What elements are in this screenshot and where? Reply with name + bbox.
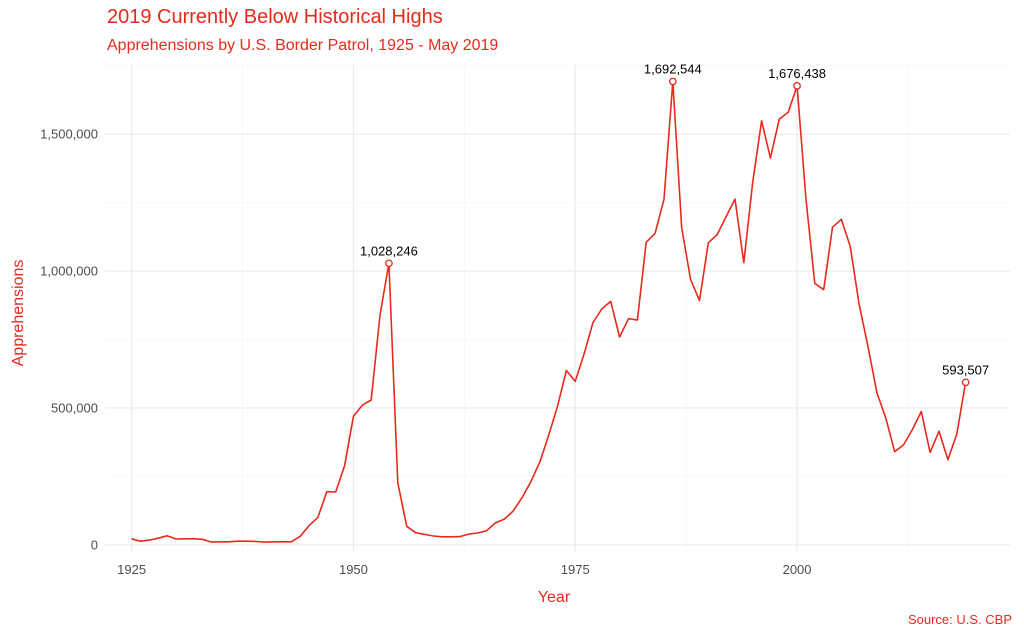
annotation-point xyxy=(385,259,393,268)
y-axis-title: Apprehensions xyxy=(10,260,27,367)
annotation-label: 593,507 xyxy=(942,362,989,377)
annotations-group: 1,028,246 1,692,544 1,676,438 593,507 xyxy=(360,61,989,387)
annotation-label: 1,676,438 xyxy=(768,66,826,81)
x-axis-title: Year xyxy=(538,589,571,606)
grid-lines xyxy=(105,63,1010,553)
x-tick-label: 2000 xyxy=(783,562,812,577)
annotation-label: 1,028,246 xyxy=(360,243,418,258)
y-tick-label: 500,000 xyxy=(51,400,98,415)
series-group xyxy=(131,80,967,543)
annotation-label: 1,692,544 xyxy=(644,61,702,76)
chart-title: 2019 Currently Below Historical Highs xyxy=(107,6,443,28)
x-tick-label: 1950 xyxy=(339,562,368,577)
chart-subtitle: Apprehensions by U.S. Border Patrol, 192… xyxy=(107,37,499,54)
y-tick-label: 1,000,000 xyxy=(40,264,98,279)
x-tick-label: 1975 xyxy=(561,562,590,577)
x-axis-ticks: 1925 1950 1975 2000 xyxy=(117,562,811,577)
source-caption: Source: U.S. CBP xyxy=(907,612,1012,627)
y-tick-label: 0 xyxy=(91,537,98,552)
annotation-point xyxy=(961,378,970,387)
x-tick-label: 1925 xyxy=(117,562,146,577)
series-line-apprehensions xyxy=(131,80,967,543)
y-axis-ticks: 0 500,000 1,000,000 1,500,000 xyxy=(40,127,98,553)
annotation-point xyxy=(668,77,677,86)
annotation-point xyxy=(793,82,801,90)
y-tick-label: 1,500,000 xyxy=(40,127,98,142)
